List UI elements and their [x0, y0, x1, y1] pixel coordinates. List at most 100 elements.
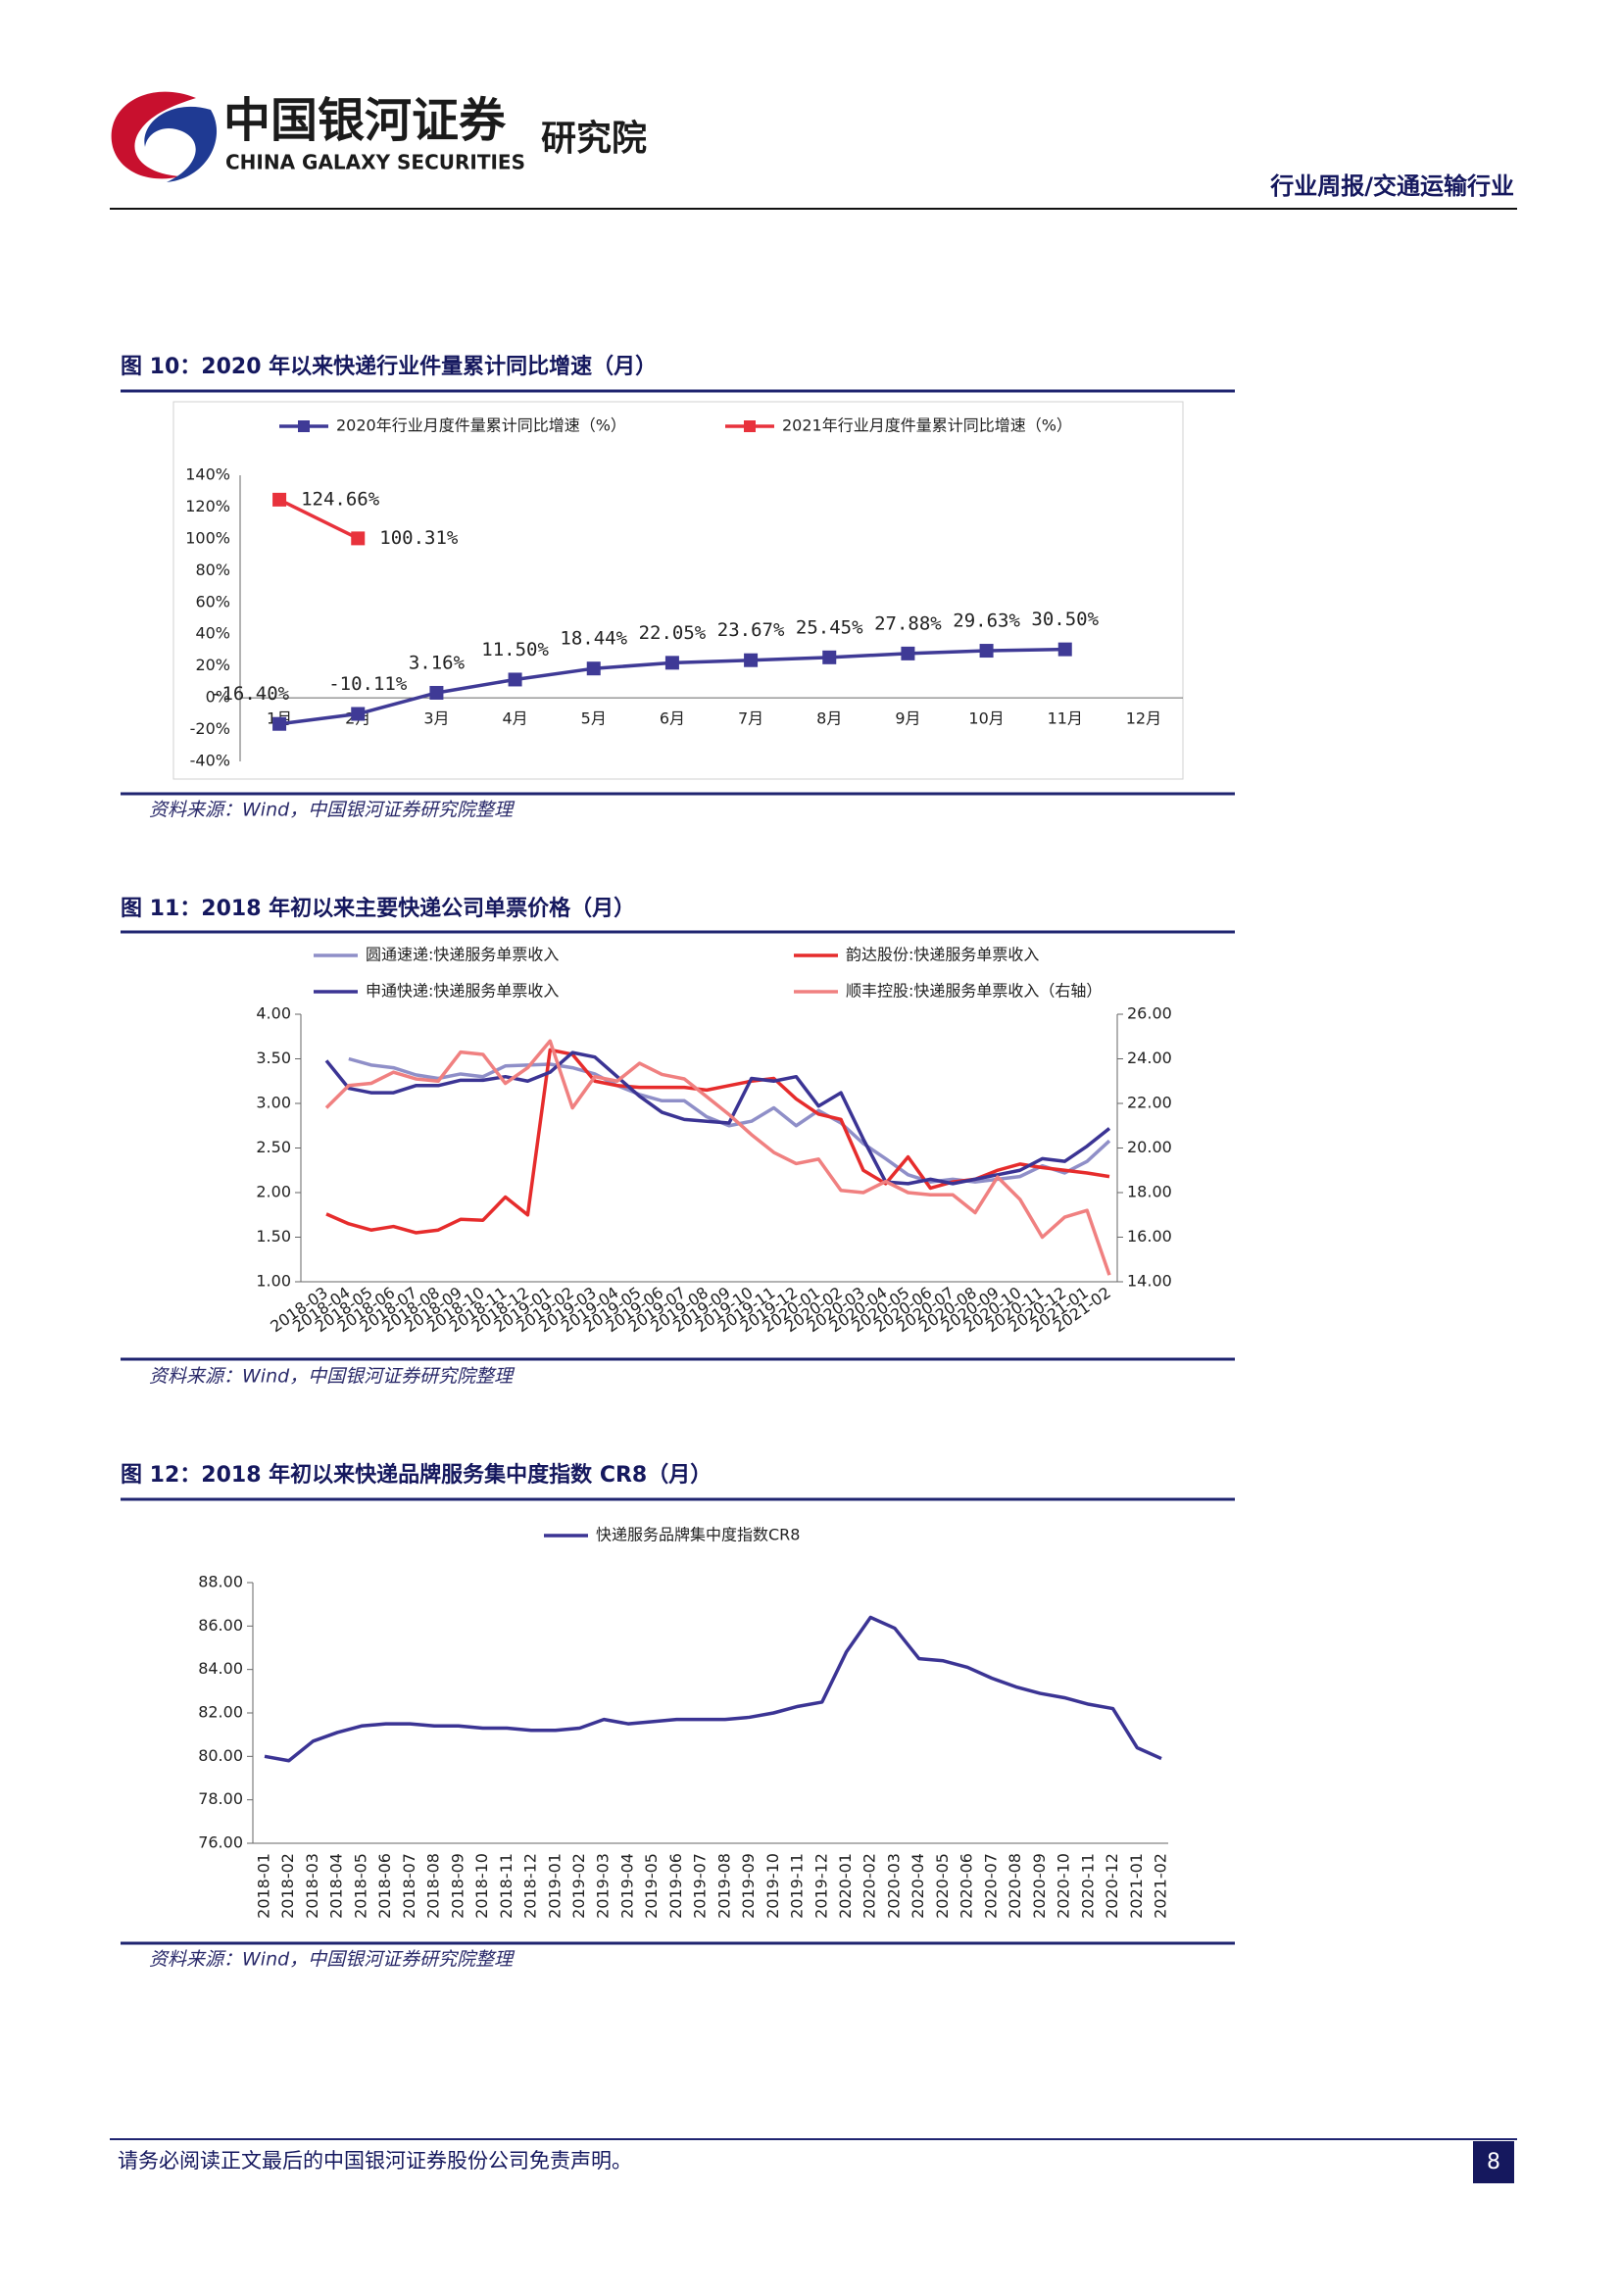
institute: 研究院: [541, 119, 647, 159]
x-tick-label: 2020-04: [909, 1853, 927, 1919]
data-label: 124.66%: [301, 488, 380, 510]
x-tick-label: 5月: [581, 709, 607, 728]
x-tick-label: 2020-12: [1103, 1853, 1121, 1919]
data-label: 11.50%: [481, 639, 549, 660]
logo: [111, 91, 218, 182]
x-tick-label: 2021-01: [1127, 1853, 1146, 1919]
x-tick-label: 2019-08: [714, 1853, 733, 1919]
x-tick-label: 2019-03: [594, 1853, 613, 1919]
legend-label: 韵达股份:快递服务单票收入: [846, 946, 1039, 964]
data-label: 18.44%: [560, 628, 627, 650]
x-tick-label: 2019-12: [811, 1853, 830, 1919]
x-tick-label: 8月: [816, 709, 842, 728]
x-tick-label: 10月: [968, 709, 1004, 728]
y2-tick-label: 22.00: [1127, 1094, 1172, 1112]
x-tick-label: 2019-07: [691, 1853, 710, 1919]
y-tick-label: 60%: [195, 592, 230, 611]
data-label: 25.45%: [796, 616, 863, 638]
legend-marker: [744, 420, 756, 432]
x-tick-label: 2018-09: [448, 1853, 467, 1919]
x-tick-label: 2020-08: [1006, 1853, 1024, 1919]
data-label: 3.16%: [409, 652, 466, 673]
y-tick-label: 80%: [195, 561, 230, 579]
x-tick-label: 2018-05: [351, 1853, 369, 1919]
legend-marker: [298, 420, 310, 432]
x-tick-label: 2018-07: [400, 1853, 418, 1919]
y-tick-label: -20%: [190, 719, 230, 738]
x-tick-label: 9月: [895, 709, 920, 728]
series-line: [324, 1039, 1111, 1276]
report-type: 行业周报/交通运输行业: [1269, 172, 1514, 200]
y-tick-label: 1.00: [256, 1272, 291, 1291]
legend-label: 顺丰控股:快递服务单票收入（右轴）: [846, 982, 1102, 1001]
page-number-box: [1473, 2141, 1514, 2183]
page-number: 8: [1487, 2150, 1500, 2174]
y-tick-label: 3.00: [256, 1094, 291, 1112]
y-tick-label: 82.00: [198, 1703, 243, 1722]
x-tick-label: 2018-03: [303, 1853, 321, 1919]
y2-tick-label: 26.00: [1127, 1004, 1172, 1023]
logo-cn: 中国银河证券: [223, 93, 507, 148]
source-note: 资料来源：Wind，中国银河证券研究院整理: [149, 1366, 516, 1388]
marker: [351, 707, 366, 721]
y-tick-label: 78.00: [198, 1789, 243, 1808]
y-tick-label: 2.50: [256, 1138, 291, 1156]
chart-frame: [172, 401, 1184, 780]
marker: [1057, 642, 1072, 657]
logo-swirl-blue: [144, 106, 218, 182]
x-tick-label: 2020-06: [958, 1853, 976, 1919]
x-tick-label: 12月: [1126, 709, 1161, 728]
y-tick-label: 80.00: [198, 1746, 243, 1765]
data-label: 27.88%: [874, 612, 942, 634]
x-tick-label: 2018-06: [375, 1853, 394, 1919]
y2-tick-label: 20.00: [1127, 1138, 1172, 1156]
legend-label: 圆通速递:快递服务单票收入: [366, 946, 559, 964]
legend-label: 2021年行业月度件量累计同比增速（%）: [782, 416, 1072, 435]
marker: [822, 650, 837, 664]
x-tick-label: 11月: [1048, 709, 1083, 728]
y-tick-label: 100%: [185, 528, 230, 547]
y-tick-label: 84.00: [198, 1659, 243, 1678]
marker: [901, 646, 915, 660]
x-tick-label: 6月: [660, 709, 685, 728]
y-tick-label: 120%: [185, 497, 230, 515]
marker: [429, 685, 444, 700]
x-tick-label: 2018-01: [255, 1853, 273, 1919]
x-tick-label: 4月: [502, 709, 527, 728]
y-tick-label: 76.00: [198, 1833, 243, 1852]
x-tick-label: 2020-01: [836, 1853, 855, 1919]
y2-tick-label: 14.00: [1127, 1272, 1172, 1291]
x-tick-label: 2019-05: [642, 1853, 661, 1919]
data-label: 100.31%: [379, 527, 459, 549]
data-label: 29.63%: [953, 611, 1020, 632]
x-tick-label: 2020-07: [981, 1853, 1000, 1919]
logo-en: CHINA GALAXY SECURITIES: [225, 151, 525, 174]
y-tick-label: 4.00: [256, 1004, 291, 1023]
legend-label: 申通快递:快递服务单票收入: [366, 982, 559, 1001]
x-tick-label: 7月: [738, 709, 763, 728]
y2-tick-label: 16.00: [1127, 1227, 1172, 1246]
logo-swirl-red: [111, 91, 196, 179]
x-tick-label: 2020-11: [1078, 1853, 1097, 1919]
y-tick-label: 1.50: [256, 1227, 291, 1246]
x-tick-label: 2019-11: [788, 1853, 807, 1919]
marker: [272, 716, 287, 731]
x-tick-label: 2020-05: [933, 1853, 952, 1919]
y-tick-label: 40%: [195, 624, 230, 643]
marker: [979, 644, 994, 659]
x-tick-label: 2021-02: [1152, 1853, 1170, 1919]
y-tick-label: 2.00: [256, 1183, 291, 1201]
y-tick-label: 140%: [185, 465, 230, 484]
disclaimer: 请务必阅读正文最后的中国银河证券股份公司免责声明。: [118, 2149, 632, 2173]
data-label: 22.05%: [639, 622, 707, 644]
marker: [508, 672, 522, 687]
x-tick-label: 2018-02: [278, 1853, 297, 1919]
x-tick-label: 2019-06: [666, 1853, 685, 1919]
legend-label: 2020年行业月度件量累计同比增速（%）: [336, 416, 626, 435]
y-tick-label: 0%: [206, 688, 230, 707]
x-tick-label: 2020-10: [1055, 1853, 1073, 1919]
marker: [664, 656, 679, 670]
legend-label: 快递服务品牌集中度指数CR8: [596, 1526, 800, 1544]
figure-title: 图 11：2018 年初以来主要快递公司单票价格（月）: [121, 896, 635, 921]
